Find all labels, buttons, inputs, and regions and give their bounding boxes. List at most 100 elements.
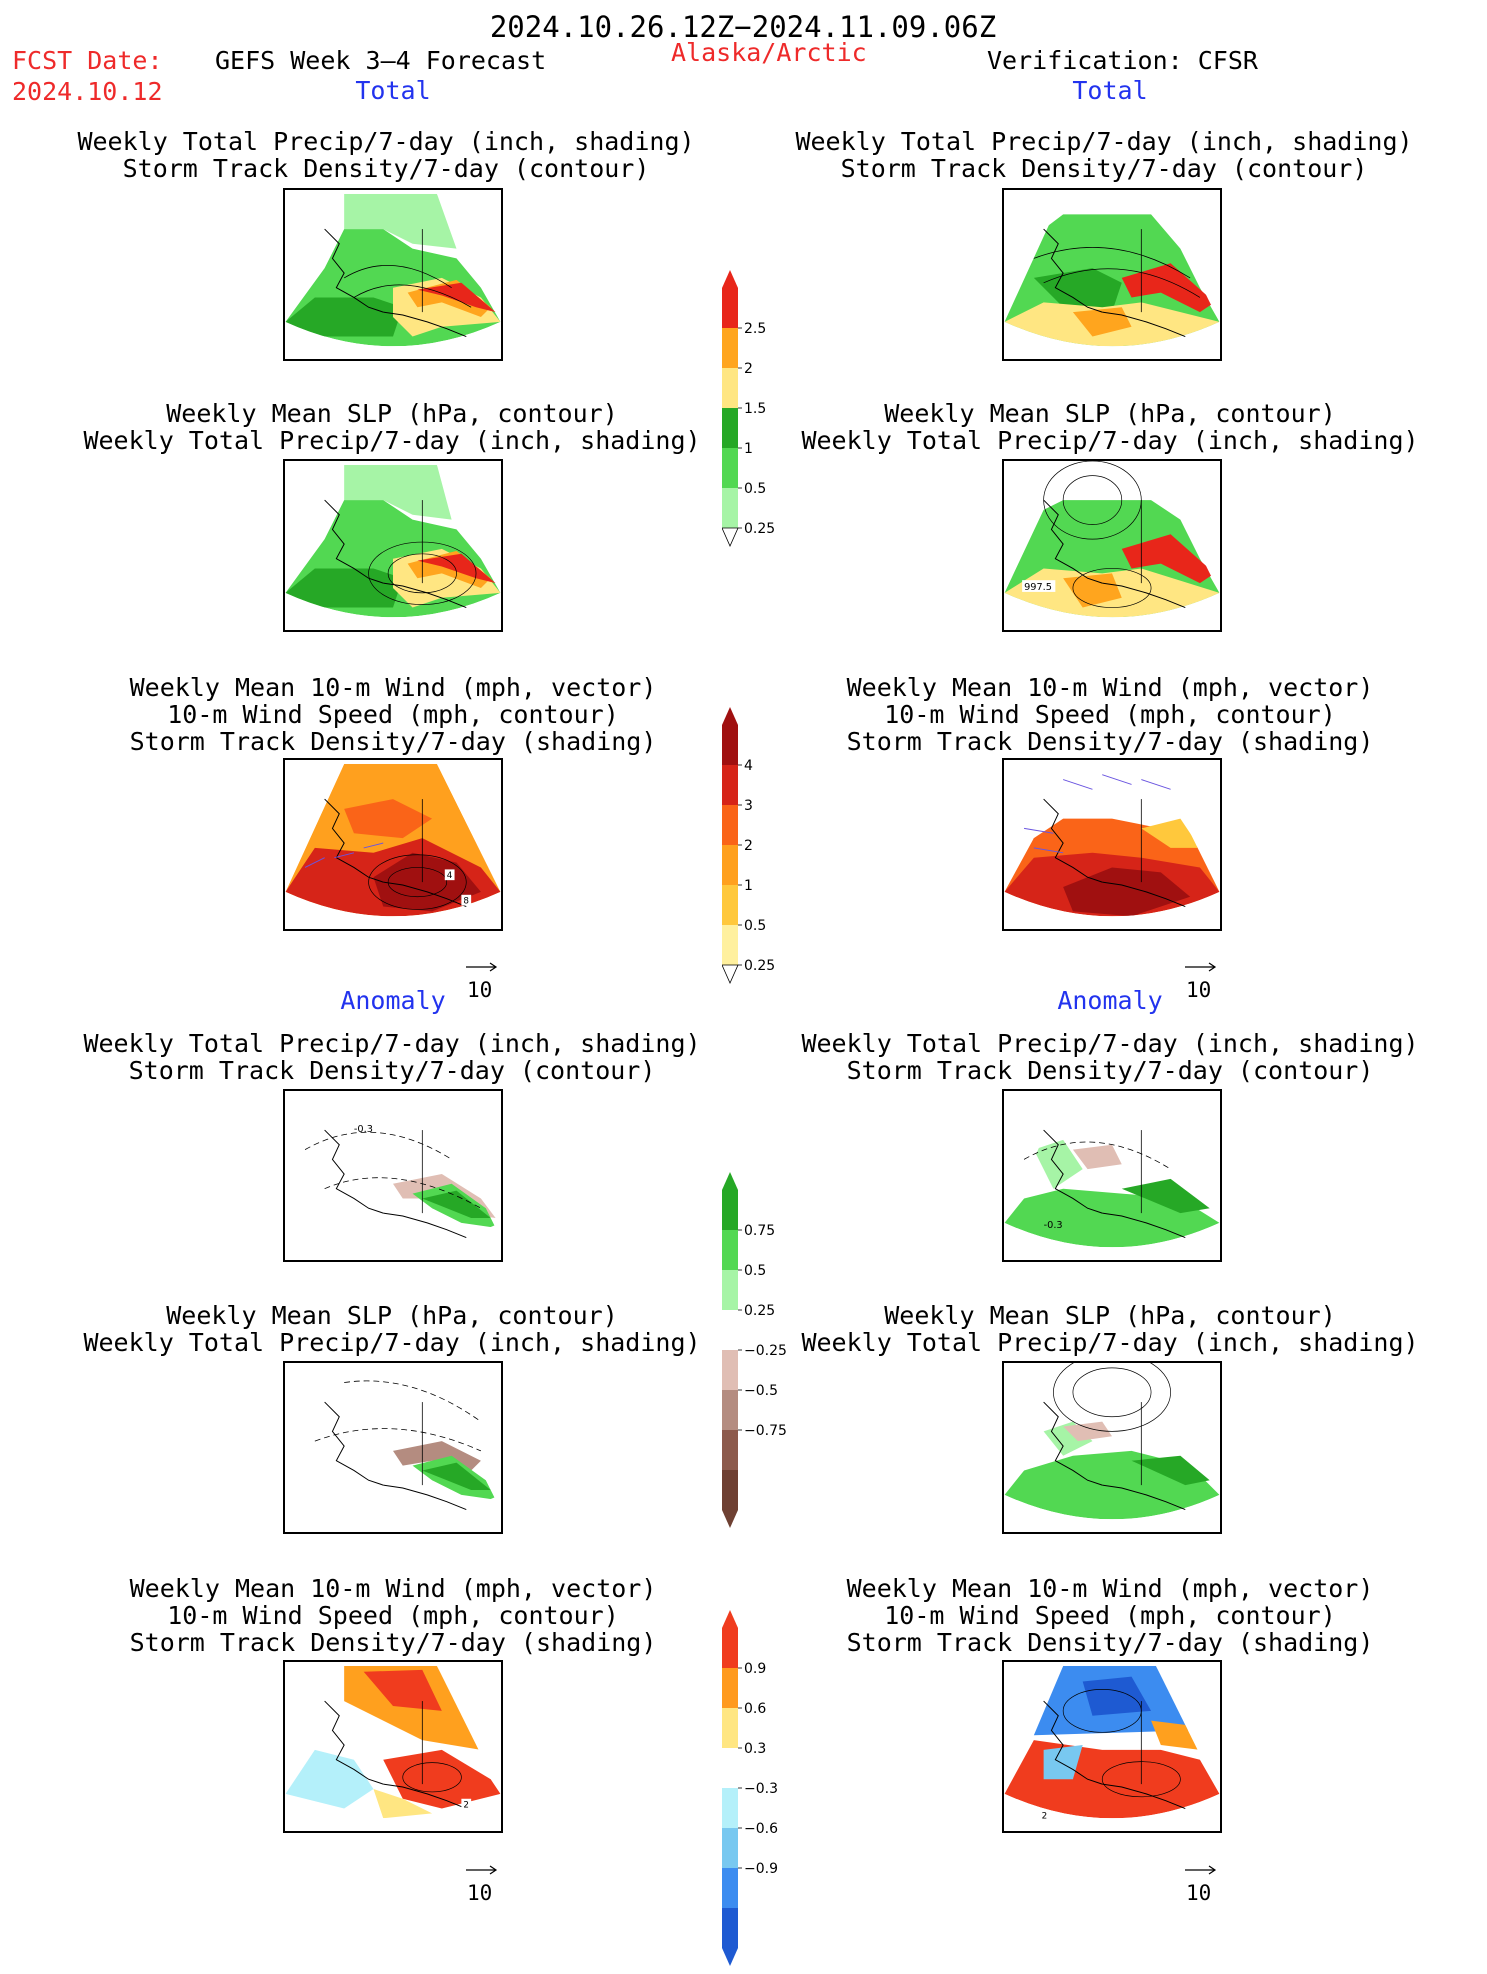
colorbar-bottom-arrow	[722, 1510, 738, 1528]
map-fcst-total-slp	[283, 459, 503, 632]
colorbar-segment	[722, 1868, 738, 1908]
colorbar-segment	[722, 1788, 738, 1828]
colorbar-label: 4	[744, 758, 753, 774]
colorbar-segment	[722, 1230, 738, 1270]
section-anomaly-left: Anomaly	[340, 986, 446, 1015]
colorbar-precip-total: 2.5 2 1.5 1 0.5 0.25	[721, 270, 802, 554]
colorbar-top-arrow	[722, 1610, 738, 1628]
panel-title: Weekly Total Precip/7-day (inch, shading…	[801, 1029, 1419, 1085]
colorbar-label: −0.5	[744, 1383, 778, 1399]
colorbar-graphic: 4 3 2 1 0.5 0.25	[721, 707, 775, 984]
colorbar-label: −0.25	[744, 1343, 787, 1359]
contour-label: 2	[1042, 1811, 1048, 1821]
map-fcst-anom-wind: 2	[283, 1660, 503, 1833]
fcst-label: FCST Date:	[12, 46, 163, 75]
date-range: 2024.10.26.12Z−2024.11.09.06Z	[489, 10, 997, 44]
colorbar-storm-anomaly: 0.9 0.6 0.3 −0.3 −0.6 −0.9	[722, 1610, 802, 1974]
colorbar-label: 0.5	[744, 918, 766, 934]
colorbar-label: 0.75	[744, 1223, 775, 1239]
colorbar-label: 0.5	[744, 1263, 766, 1279]
colorbar-label: 1	[744, 878, 753, 894]
panel-title: Weekly Mean SLP (hPa, contour) Weekly Tot…	[83, 399, 701, 455]
colorbar-label: 0.3	[744, 1741, 766, 1757]
vector-reference: 10	[1183, 954, 1219, 1002]
colorbar-segment	[722, 1668, 738, 1708]
colorbar-label: 2.5	[744, 321, 766, 337]
colorbar-graphic: 2.5 2 1.5 1 0.5 0.25	[721, 270, 775, 547]
panel-title: Weekly Total Precip/7-day (inch, shading…	[83, 1029, 701, 1085]
colorbar-segment	[722, 488, 738, 528]
colorbar-segment	[722, 368, 738, 408]
colorbar-precip-anomaly: 0.75 0.5 0.25 −0.25 −0.5 −0.75	[722, 1172, 802, 1536]
contour-label: -0.3	[1044, 1220, 1063, 1231]
colorbar-label: 3	[744, 798, 753, 814]
colorbar-segment	[722, 1908, 738, 1948]
colorbar-segment	[722, 725, 738, 765]
colorbar-segment	[722, 1310, 738, 1350]
colorbar-segment	[722, 1748, 738, 1788]
colorbar-label: 2	[744, 838, 753, 854]
map-fcst-anom-slp	[283, 1361, 503, 1534]
section-total-right: Total	[1072, 76, 1148, 105]
colorbar-label: 1.5	[744, 401, 766, 417]
contour-label: 8	[463, 897, 469, 907]
colorbar-segment	[722, 1430, 738, 1470]
colorbar-label: −0.9	[744, 1861, 778, 1877]
section-anomaly-right: Anomaly	[1057, 986, 1163, 1015]
colorbar-segment	[722, 805, 738, 845]
contour-label: 2	[463, 1801, 469, 1811]
colorbar-label: 0.9	[744, 1661, 766, 1677]
colorbar-segment	[722, 1628, 738, 1668]
colorbar-segment	[722, 1470, 738, 1510]
colorbar-label: 0.6	[744, 1701, 766, 1717]
colorbar-segment	[722, 765, 738, 805]
colorbar-segment	[722, 288, 738, 328]
colorbar-segment	[722, 448, 738, 488]
map-verif-anom-slp	[1002, 1361, 1222, 1534]
contour-label: 4	[447, 871, 453, 881]
fcst-date: 2024.10.12	[12, 77, 163, 106]
colorbar-segment	[722, 1350, 738, 1390]
panel-title: Weekly Mean SLP (hPa, contour) Weekly Tot…	[801, 399, 1419, 455]
colorbar-segment	[722, 885, 738, 925]
panel-title: Weekly Mean 10-m Wind (mph, vector) 10-m …	[846, 1574, 1374, 1657]
panel-title: Weekly Total Precip/7-day (inch, shading…	[795, 127, 1413, 183]
section-total-left: Total	[355, 76, 431, 105]
vector-reference: 10	[464, 1857, 500, 1905]
map-verif-total-precip	[1002, 188, 1222, 361]
colorbar-storm-total: 4 3 2 1 0.5 0.25	[721, 707, 802, 991]
colorbar-segment	[722, 1190, 738, 1230]
contour-label: -0.3	[354, 1124, 373, 1135]
map-fcst-total-wind: 4 8	[283, 758, 503, 931]
colorbar-segment	[722, 925, 738, 965]
colorbar-top-arrow	[722, 1172, 738, 1190]
colorbar-label: 0.25	[744, 521, 775, 537]
colorbar-segment	[722, 328, 738, 368]
colorbar-bottom-arrow	[721, 964, 739, 984]
colorbar-segment	[722, 1390, 738, 1430]
panel-title: Weekly Mean SLP (hPa, contour) Weekly Tot…	[801, 1301, 1419, 1357]
map-verif-total-wind	[1002, 758, 1222, 931]
colorbar-graphic: 0.9 0.6 0.3 −0.3 −0.6 −0.9	[722, 1610, 778, 1966]
vector-reference: 10	[1183, 1857, 1219, 1905]
colorbar-label: −0.75	[744, 1423, 787, 1439]
verification-label: Verification: CFSR	[987, 46, 1258, 75]
map-fcst-anom-precip: -0.3	[283, 1089, 503, 1262]
region-label: Alaska/Arctic	[671, 38, 867, 67]
panel-title: Weekly Mean 10-m Wind (mph, vector) 10-m …	[846, 673, 1374, 756]
colorbar-label: 2	[744, 361, 753, 377]
map-fcst-total-precip	[283, 188, 503, 361]
colorbar-segment	[722, 845, 738, 885]
contour-label: 997.5	[1024, 582, 1052, 593]
colorbar-label: 0.25	[744, 958, 775, 974]
panel-title: Weekly Mean 10-m Wind (mph, vector) 10-m …	[129, 673, 657, 756]
panel-title: Weekly Mean 10-m Wind (mph, vector) 10-m …	[129, 1574, 657, 1657]
colorbar-label: 1	[744, 441, 753, 457]
colorbar-bottom-arrow	[721, 527, 739, 547]
colorbar-segment	[722, 1828, 738, 1868]
colorbar-top-arrow	[722, 270, 738, 288]
colorbar-graphic: 0.75 0.5 0.25 −0.25 −0.5 −0.75	[722, 1172, 787, 1528]
colorbar-label: −0.6	[744, 1821, 778, 1837]
colorbar-segment	[722, 1270, 738, 1310]
colorbar-segment	[722, 1708, 738, 1748]
